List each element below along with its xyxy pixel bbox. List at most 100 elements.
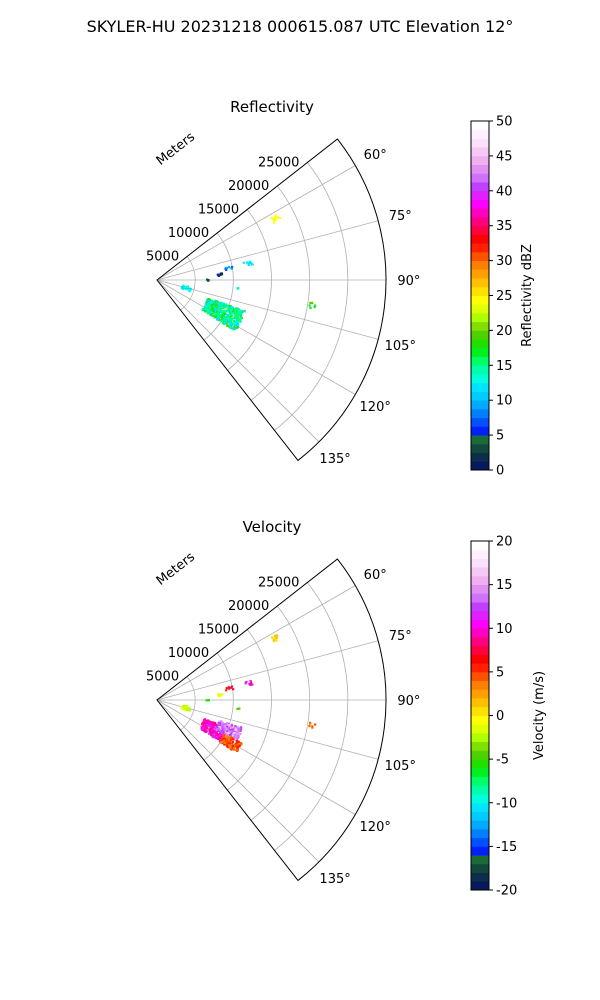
azimuth-tick-label: 75° [389, 209, 412, 224]
echo-gate [219, 732, 222, 735]
echo-gate [222, 304, 225, 307]
colorbar-swatch [471, 706, 489, 716]
echo-gate [225, 689, 228, 692]
colorbar-swatch [471, 776, 489, 786]
colorbar-swatch [471, 295, 489, 305]
azimuth-gridline [156, 220, 379, 281]
echo-gate [242, 261, 245, 264]
colorbar-tick-label: 15 [496, 578, 513, 593]
echo-gate [226, 745, 229, 748]
colorbar-swatch [471, 863, 489, 873]
echo-gate [230, 306, 233, 309]
colorbar-swatch [471, 435, 489, 445]
echo-gate [223, 317, 226, 320]
echo-gate [237, 728, 240, 731]
echo-gate [227, 729, 230, 733]
echo-gate [274, 216, 277, 219]
echo-gate [208, 311, 211, 314]
echo-gate [237, 324, 240, 327]
echo-gate [219, 724, 222, 727]
echo-gate [230, 318, 234, 321]
echo-gate [216, 307, 219, 310]
colorbar-tick-label: -15 [496, 840, 517, 855]
echo-gate [207, 301, 210, 305]
colorbar-swatch [471, 610, 489, 620]
echo-gate [219, 315, 222, 318]
echo-gate [273, 221, 276, 224]
echo-gate [275, 637, 278, 640]
echo-gate [220, 721, 224, 724]
echo-gate [223, 309, 226, 313]
echo-gate [210, 304, 214, 307]
azimuth-tick-label: 105° [385, 339, 416, 354]
echo-gate [232, 746, 235, 750]
azimuth-tick-label: 60° [364, 148, 387, 163]
azimuth-gridline [156, 699, 379, 760]
echo-gate [274, 214, 277, 217]
colorbar-swatch [471, 417, 489, 427]
echo-gate [211, 306, 214, 309]
echo-gate [275, 639, 278, 642]
echo-gate [314, 304, 317, 307]
echo-gate [207, 279, 210, 282]
echo-gate [228, 304, 231, 308]
echo-gate [224, 316, 227, 319]
colorbar-tick-label: 5 [496, 665, 504, 680]
echo-gate [245, 261, 249, 264]
panel-title: Reflectivity [230, 98, 314, 116]
reflectivity-colorbar: 0 5 10 15 20 25 30 35 40 45 50 [470, 115, 513, 479]
echo-gate [217, 737, 220, 740]
colorbar-swatch [471, 654, 489, 664]
radial-tick-label: 25000 [258, 576, 299, 591]
azimuth-gridline [156, 279, 320, 443]
echo-gate [217, 313, 221, 316]
echo-gate [214, 301, 217, 304]
echo-gate [224, 267, 227, 270]
colorbar-swatch [471, 164, 489, 174]
echo-gate [245, 680, 248, 684]
colorbar-swatch [471, 365, 489, 375]
echo-gate [225, 735, 228, 738]
echo-gate [210, 299, 213, 302]
azimuth-tick-label: 90° [397, 694, 420, 709]
echo-gate [218, 693, 221, 696]
colorbar-swatch [471, 121, 489, 131]
echo-gate [228, 315, 231, 318]
echo-gate [225, 322, 228, 325]
echo-gate [223, 723, 227, 726]
range-ring [227, 209, 272, 371]
echo-gate [238, 745, 241, 748]
echo-gate [229, 321, 232, 324]
echo-gate [249, 680, 252, 683]
echo-gate [217, 735, 220, 738]
echo-gate [236, 307, 239, 310]
echo-gate [276, 216, 280, 219]
echo-gate [229, 744, 232, 747]
colorbar-swatch [471, 251, 489, 262]
echo-gate [216, 318, 219, 321]
echo-gate [181, 286, 184, 289]
echo-gate [237, 315, 240, 318]
colorbar-swatch [471, 645, 489, 655]
panel-title: Velocity [243, 518, 302, 536]
echo-gate [239, 309, 242, 312]
echo-gate [186, 285, 189, 288]
echo-gate [232, 688, 235, 691]
echo-gate [231, 741, 235, 744]
echo-gate [232, 309, 235, 313]
echo-gate [207, 307, 211, 310]
echo-gate [236, 746, 239, 749]
velocity-panel: Velocity Meters 5000 10000 15000 20000 25000… [146, 518, 547, 899]
echo-gate [204, 305, 207, 308]
colorbar-tick-label: 40 [496, 184, 513, 199]
azimuth-gridline [156, 585, 356, 701]
echo-gate [225, 268, 228, 271]
echo-gate [205, 301, 208, 305]
echo-gate [237, 308, 240, 311]
echo-gate [211, 726, 214, 729]
echo-gate [231, 747, 234, 751]
echo-gate [217, 302, 220, 305]
echo-gate [230, 267, 233, 270]
echo-gate [209, 306, 212, 309]
echo-gate [235, 319, 238, 322]
